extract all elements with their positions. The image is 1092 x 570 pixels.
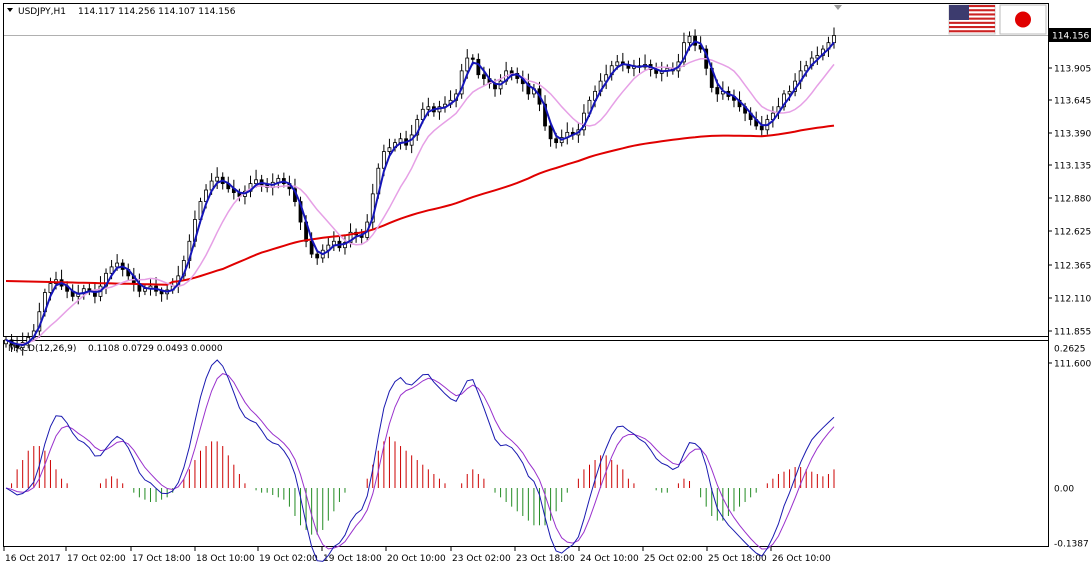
candle-body [759, 125, 764, 131]
price-tick-label: 111.855 [1054, 328, 1091, 338]
candle-body [615, 61, 620, 67]
chart-shift-marker-icon[interactable] [834, 5, 842, 10]
candle-body [343, 242, 347, 249]
candle-body [832, 35, 836, 44]
candle-body [543, 103, 547, 127]
time-tick-label: 23 Oct 18:00 [516, 554, 575, 564]
macd-histogram [11, 436, 835, 535]
macd-pane[interactable] [3, 340, 1049, 547]
candle-body [476, 58, 481, 76]
candle-body [465, 57, 470, 72]
candle-body [782, 93, 786, 108]
time-tick-label: 17 Oct 18:00 [132, 554, 191, 564]
time-tick-label: 25 Oct 18:00 [708, 554, 767, 564]
price-tick-label: 113.645 [1054, 97, 1091, 107]
time-tick-label: 20 Oct 10:00 [387, 554, 446, 564]
macd-tick-label: 0.00 [1054, 485, 1074, 495]
candle-body [254, 179, 258, 185]
moving-averages [5, 40, 835, 347]
candle-body [15, 344, 20, 349]
candle-body [787, 90, 792, 95]
time-tick-label: 18 Oct 10:00 [196, 554, 255, 564]
price-tick-label: 113.135 [1054, 162, 1091, 172]
time-tick-label: 25 Oct 02:00 [644, 554, 703, 564]
candle-body [554, 138, 559, 144]
time-tick-label: 19 Oct 02:00 [259, 554, 318, 564]
candle-body [804, 65, 809, 72]
candle-body [381, 151, 386, 169]
candle-body [526, 83, 531, 95]
macd-lines [5, 359, 835, 562]
signal-line [5, 373, 835, 550]
candle-body [548, 125, 553, 140]
price-tick-label: 112.365 [1054, 262, 1091, 272]
candle-body [682, 42, 686, 63]
candle-body [715, 87, 720, 95]
price-tick-label: 112.880 [1054, 195, 1091, 205]
candle-body [687, 35, 692, 44]
price-tick-label: 112.110 [1054, 295, 1091, 305]
candle-body [415, 119, 420, 136]
macd-axis[interactable]: 0.2625 0.00 -0.1387 [1054, 345, 1089, 550]
candle-body [509, 70, 514, 74]
mid-ma-line [5, 57, 835, 345]
price-tick-label: 112.625 [1054, 228, 1091, 238]
dropdown-triangle-icon[interactable] [7, 8, 13, 12]
symbol-timeframe: USDJPY,H1 [18, 7, 66, 17]
macd-tick-label: 0.2625 [1054, 345, 1086, 355]
macd-tick-label: -0.1387 [1054, 540, 1089, 550]
candle-body [115, 262, 120, 268]
time-tick-label: 19 Oct 18:00 [323, 554, 382, 564]
candle-body [426, 106, 431, 110]
macd-label: MACD(12,26,9) [8, 344, 76, 354]
jp-flag-icon[interactable] [999, 4, 1047, 35]
candle-body [315, 253, 320, 259]
candle-body [482, 74, 486, 79]
macd-values: 0.1108 0.0729 0.0493 0.0000 [88, 344, 223, 354]
candle-body [387, 147, 392, 152]
candle-body [470, 57, 475, 60]
candle-body [48, 283, 53, 293]
time-tick-label: 24 Oct 10:00 [580, 554, 639, 564]
candle-body [143, 288, 147, 292]
candle-body [815, 55, 820, 59]
candle-body [109, 266, 114, 274]
us-flag-icon[interactable] [948, 4, 996, 35]
svg-text:114.156: 114.156 [1052, 32, 1089, 42]
time-axis[interactable]: 16 Oct 2017 17 Oct 02:00 17 Oct 18:00 18 Oc… [3, 547, 831, 564]
macd-line [5, 359, 835, 562]
time-tick-label: 26 Oct 10:00 [772, 554, 831, 564]
current-price-tag: 114.156 [1049, 28, 1091, 42]
candle-body [215, 176, 220, 182]
price-pane[interactable] [3, 3, 1049, 337]
macd-header: MACD(12,26,9) 0.1108 0.0729 0.0493 0.000… [8, 344, 223, 354]
price-tick-label: 113.905 [1054, 65, 1091, 75]
candle-body [348, 231, 353, 243]
symbol-header: USDJPY,H1 114.117 114.256 114.107 114.15… [7, 7, 236, 17]
price-tick-label: 113.390 [1054, 130, 1091, 140]
ohlc-values: 114.117 114.256 114.107 114.156 [78, 7, 236, 17]
time-tick-label: 17 Oct 02:00 [67, 554, 126, 564]
time-tick-label: 16 Oct 2017 [5, 554, 61, 564]
time-tick-label: 23 Oct 02:00 [452, 554, 511, 564]
slow-ma-line [5, 124, 835, 286]
price-axis[interactable]: 113.905 113.645 113.390 113.135 112.880 112.6… [1048, 65, 1091, 370]
fast-ma-line [5, 40, 835, 347]
price-tick-label: 111.600 [1054, 360, 1091, 370]
